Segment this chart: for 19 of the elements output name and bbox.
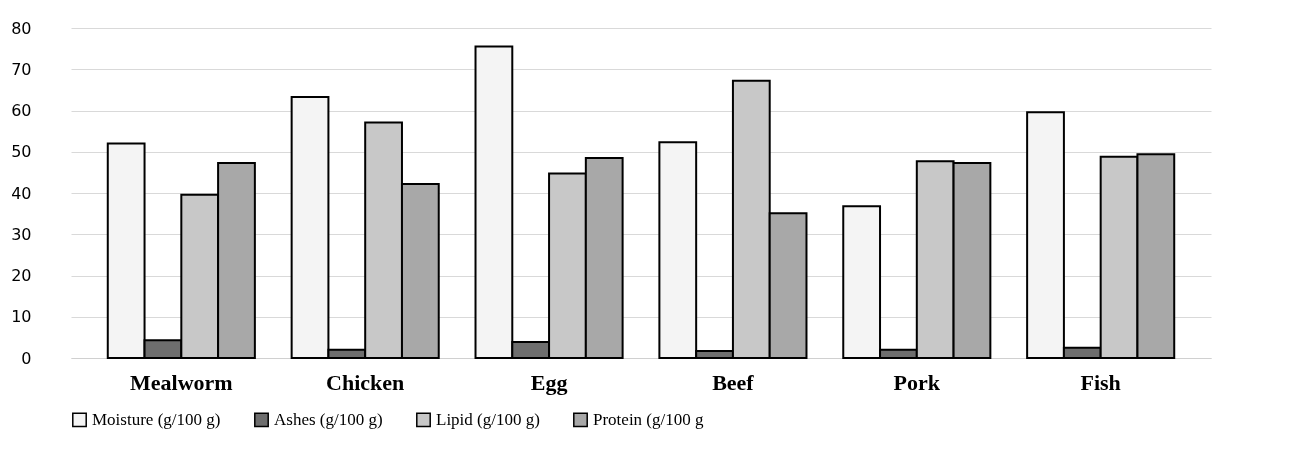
y-tick-label: 10 (11, 307, 32, 327)
legend-label: Ashes (g/100 g) (274, 409, 383, 429)
y-tick-label: 60 (11, 101, 32, 120)
y-tick-label: 0 (21, 348, 32, 368)
x-tick-label: Chicken (326, 369, 405, 395)
x-tick-label: Beef (712, 369, 755, 395)
y-tick-label: 40 (11, 183, 32, 203)
legend-label: Moisture (g/100 g) (92, 409, 221, 429)
y-tick-label: 50 (11, 142, 32, 162)
x-tick-label: Pork (893, 369, 941, 395)
y-tick-label: 70 (11, 59, 32, 79)
legend-label: Lipid (g/100 g) (436, 409, 540, 429)
x-tick-label: Fish (1080, 369, 1121, 395)
y-tick-label: 30 (11, 224, 32, 244)
x-tick-label: Egg (530, 369, 568, 395)
legend-label: Protein (g/100 g (593, 409, 704, 429)
y-tick-label: 80 (11, 18, 32, 38)
x-tick-label: Mealworm (130, 369, 233, 395)
y-tick-label: 20 (11, 266, 32, 285)
